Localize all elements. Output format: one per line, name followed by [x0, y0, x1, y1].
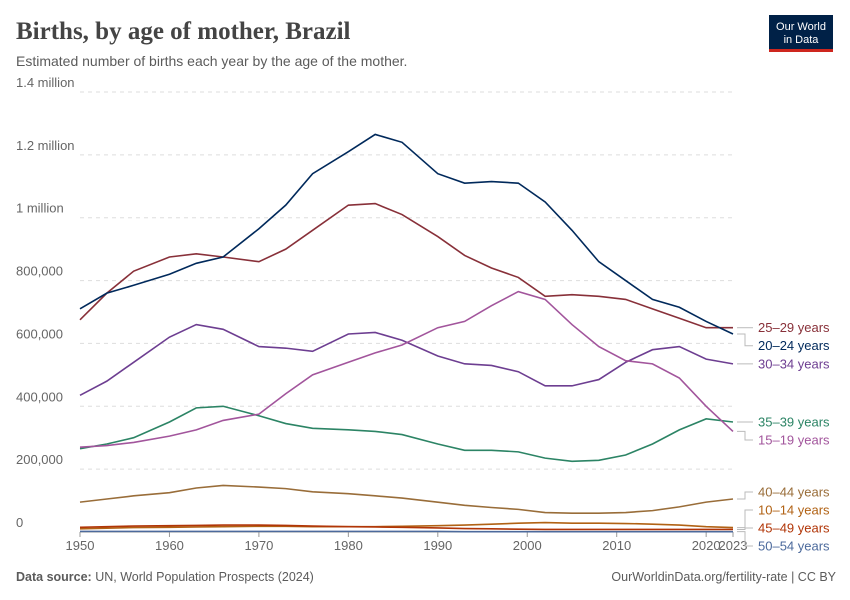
- chart-subtitle: Estimated number of births each year by …: [16, 53, 407, 69]
- series-line: [79, 521, 734, 530]
- series-label: 40–44 years: [758, 485, 830, 500]
- x-tick-label: 2010: [602, 538, 631, 553]
- x-tick-label: 1990: [423, 538, 452, 553]
- series-label: 30–34 years: [758, 356, 830, 371]
- logo-text[interactable]: Our World: [776, 21, 826, 33]
- source: Data source: UN, World Population Prospe…: [16, 570, 314, 584]
- x-tick-label: 1960: [155, 538, 184, 553]
- source-label: Data source:: [16, 570, 92, 584]
- y-tick-label: 1 million: [16, 201, 64, 216]
- series-line: [79, 290, 734, 448]
- series-label: 20–24 years: [758, 338, 830, 353]
- y-tick-label: 1.4 million: [16, 75, 75, 90]
- footer-link[interactable]: OurWorldinData.org/fertility-rate | CC B…: [611, 570, 836, 584]
- y-tick-label: 0: [16, 515, 23, 530]
- series-label: 15–19 years: [758, 433, 830, 448]
- y-tick-label: 1.2 million: [16, 138, 75, 153]
- x-tick-label: 2000: [513, 538, 542, 553]
- x-tick-label: 1950: [66, 538, 95, 553]
- x-tick-label: 1980: [334, 538, 363, 553]
- logo-stripe: [769, 49, 833, 52]
- label-connector: [737, 509, 753, 529]
- x-tick-label: 1970: [244, 538, 273, 553]
- series-label: 10–14 years: [758, 503, 830, 518]
- chart-title: Births, by age of mother, Brazil: [16, 18, 351, 45]
- series-line: [79, 484, 734, 514]
- series-line: [79, 133, 734, 335]
- label-connector: [737, 430, 753, 441]
- series-label: 45–49 years: [758, 521, 830, 536]
- series-line: [79, 202, 733, 329]
- logo[interactable]: Our World in Data: [769, 15, 833, 52]
- logo-text[interactable]: in Data: [784, 34, 820, 46]
- series-line: [79, 405, 734, 463]
- y-tick-label: 200,000: [16, 452, 63, 467]
- series-label: 35–39 years: [758, 415, 830, 430]
- label-connector: [737, 531, 753, 547]
- logo-box[interactable]: [769, 15, 833, 52]
- y-tick-label: 800,000: [16, 264, 63, 279]
- label-connector: [737, 333, 753, 347]
- label-connector: [737, 491, 753, 500]
- series-label: 25–29 years: [758, 320, 830, 335]
- series-label: 50–54 years: [758, 539, 830, 554]
- y-tick-label: 600,000: [16, 326, 63, 341]
- series-line: [79, 323, 734, 396]
- series-line: [79, 524, 733, 531]
- y-tick-label: 400,000: [16, 389, 63, 404]
- source-text: UN, World Population Prospects (2024): [95, 570, 314, 584]
- x-tick-label: 2020: [692, 538, 721, 553]
- x-tick-label: 2023: [719, 538, 748, 553]
- label-connector: [737, 527, 753, 530]
